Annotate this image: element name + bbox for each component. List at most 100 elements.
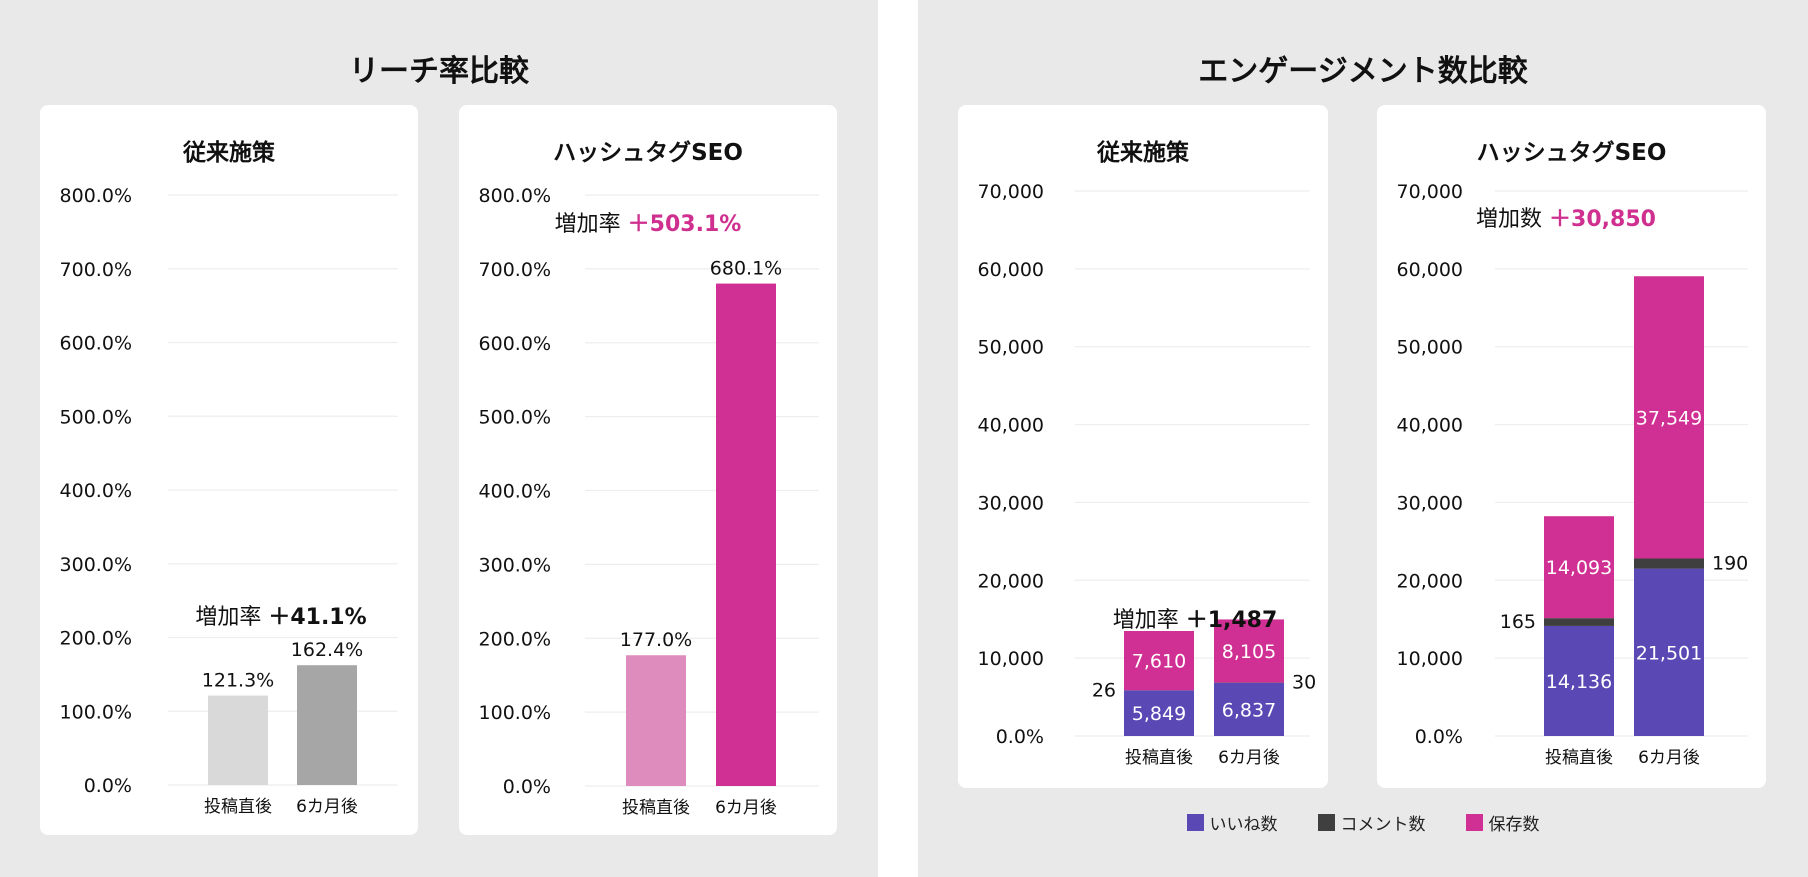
stacked-bar-segment — [1634, 568, 1704, 736]
y-tick-label: 50,000 — [1397, 337, 1463, 359]
y-tick-label: 60,000 — [1397, 259, 1463, 281]
legend-swatch-comments — [1317, 814, 1335, 831]
segment-value-label: 5,849 — [1132, 703, 1186, 725]
y-tick-label: 40,000 — [978, 415, 1044, 437]
y-tick-label: 10,000 — [1397, 648, 1463, 670]
segment-value-label: 190 — [1712, 553, 1748, 575]
y-tick-label: 400.0% — [479, 481, 551, 503]
y-tick-label: 200.0% — [60, 628, 132, 650]
segment-value-label: 14,093 — [1546, 557, 1612, 579]
x-category-label: 投稿直後 — [204, 797, 272, 817]
y-tick-label: 100.0% — [60, 701, 132, 723]
engagement-card-conventional: 従来施策 0.0% 10,000 20,000 30,000 40,000 50,000 6… — [958, 105, 1328, 788]
stacked-bar-segment — [1214, 682, 1284, 736]
y-tick-label: 20,000 — [1397, 570, 1463, 592]
card-title: 従来施策 — [183, 140, 275, 166]
y-tick-label: 0.0% — [996, 726, 1044, 748]
legend-item-likes: いいね数 — [1186, 810, 1278, 835]
increase-annotation-value: ＋30,850 — [1549, 207, 1656, 232]
y-tick-label: 10,000 — [978, 648, 1044, 670]
y-tick-label: 400.0% — [60, 480, 132, 502]
legend-label-comments: コメント数 — [1340, 815, 1426, 835]
legend-swatch-saves — [1465, 814, 1483, 831]
segment-value-label: 6,837 — [1222, 699, 1276, 721]
card-title: ハッシュタグSEO — [1476, 140, 1667, 166]
increase-annotation-value: ＋41.1% — [268, 605, 366, 630]
y-tick-label: 500.0% — [60, 406, 132, 428]
engagement-section-title: エンゲージメント数比較 — [1198, 54, 1528, 89]
y-tick-label: 300.0% — [60, 554, 132, 576]
increase-annotation-prefix: 増加率 — [195, 605, 268, 630]
bar-value-label: 680.1% — [710, 258, 782, 280]
y-tick-label: 60,000 — [978, 259, 1044, 281]
increase-annotation: 増加率 ＋503.1% — [555, 212, 742, 237]
segment-value-label: 165 — [1500, 611, 1536, 633]
y-tick-label: 50,000 — [978, 337, 1044, 359]
stacked-bar-segment — [1124, 690, 1194, 736]
legend-item-comments: コメント数 — [1317, 810, 1426, 835]
increase-annotation-value: ＋503.1% — [628, 212, 742, 237]
y-tick-label: 600.0% — [60, 333, 132, 355]
y-tick-label: 70,000 — [978, 181, 1044, 203]
x-category-label: 投稿直後 — [622, 798, 690, 818]
reach-card-hashtag: ハッシュタグSEO 0.0% 100.0% 200.0% 300.0% 400.0% 50… — [459, 105, 837, 835]
y-tick-label: 30,000 — [1397, 492, 1463, 514]
increase-annotation: 増加数 ＋30,850 — [1476, 207, 1656, 232]
engagement-panel: エンゲージメント数比較 従来施策 0.0% 10,000 20,000 30,000 4… — [918, 0, 1808, 877]
y-tick-label: 100.0% — [479, 702, 551, 724]
y-tick-label: 70,000 — [1397, 181, 1463, 203]
bar-value-label: 121.3% — [202, 670, 274, 692]
legend-item-saves: 保存数 — [1465, 810, 1540, 835]
stacked-bar-segment — [1634, 276, 1704, 559]
legend-swatch-likes — [1186, 814, 1204, 831]
y-tick-label: 0.0% — [84, 775, 132, 797]
y-tick-label: 0.0% — [1415, 726, 1463, 748]
card-title: 従来施策 — [1097, 140, 1189, 166]
increase-annotation-prefix: 増加率 — [1113, 608, 1186, 633]
bar — [716, 283, 776, 786]
y-tick-label: 0.0% — [503, 776, 551, 798]
stacked-bar-segment — [1544, 516, 1614, 619]
y-tick-label: 500.0% — [479, 407, 551, 429]
engagement-card-hashtag: ハッシュタグSEO 0.0% 10,000 20,000 30,000 40,000 50… — [1377, 105, 1766, 788]
x-category-label: 投稿直後 — [1545, 748, 1613, 768]
segment-value-label: 7,610 — [1132, 651, 1186, 673]
increase-annotation: 増加率 ＋1,487 — [1113, 608, 1278, 633]
reach-conventional-chart: 0.0% 100.0% 200.0% 300.0% 400.0% 500.0% 600.0%… — [60, 185, 398, 817]
segment-value-label: 21,501 — [1636, 642, 1702, 664]
card-title: ハッシュタグSEO — [553, 140, 743, 166]
y-tick-label: 600.0% — [479, 333, 551, 355]
y-tick-label: 30,000 — [978, 492, 1044, 514]
segment-value-label: 14,136 — [1546, 671, 1612, 693]
bar — [208, 695, 268, 785]
segment-value-label: 37,549 — [1636, 407, 1702, 429]
bar — [297, 665, 357, 785]
engagement-hashtag-chart: 0.0% 10,000 20,000 30,000 40,000 50,000 60,000… — [1397, 181, 1749, 768]
segment-value-label: 8,105 — [1222, 641, 1276, 663]
legend-label-saves: 保存数 — [1488, 815, 1540, 835]
legend: いいね数 コメント数 保存数 — [918, 810, 1808, 835]
stacked-bar-segment — [1124, 631, 1194, 691]
x-category-label: 6カ月後 — [1218, 748, 1280, 768]
y-tick-label: 20,000 — [978, 570, 1044, 592]
stacked-bar-segment — [1544, 618, 1614, 626]
y-tick-label: 800.0% — [60, 185, 132, 207]
increase-annotation-prefix: 増加率 — [555, 212, 628, 237]
increase-annotation: 増加率 ＋41.1% — [195, 605, 366, 630]
stacked-bar-segment — [1544, 625, 1614, 736]
segment-value-label: 26 — [1092, 679, 1116, 701]
x-category-label: 6カ月後 — [1638, 748, 1700, 768]
y-tick-label: 800.0% — [479, 185, 551, 207]
bar-value-label: 162.4% — [291, 639, 363, 661]
reach-hashtag-chart: 0.0% 100.0% 200.0% 300.0% 400.0% 500.0% 600.0%… — [479, 185, 819, 818]
reach-card-conventional: 従来施策 0.0% 100.0% 200.0% 300.0% 400.0% 500.0% 6… — [40, 105, 418, 835]
y-tick-label: 300.0% — [479, 554, 551, 576]
engagement-conventional-chart: 0.0% 10,000 20,000 30,000 40,000 50,000 60,000… — [978, 181, 1317, 768]
segment-value-label: 30 — [1292, 672, 1316, 694]
y-tick-label: 200.0% — [479, 628, 551, 650]
y-tick-label: 40,000 — [1397, 415, 1463, 437]
x-category-label: 投稿直後 — [1125, 748, 1193, 768]
reach-section-title: リーチ率比較 — [349, 54, 529, 89]
stacked-bar-segment — [1214, 619, 1284, 683]
x-category-label: 6カ月後 — [715, 798, 777, 818]
